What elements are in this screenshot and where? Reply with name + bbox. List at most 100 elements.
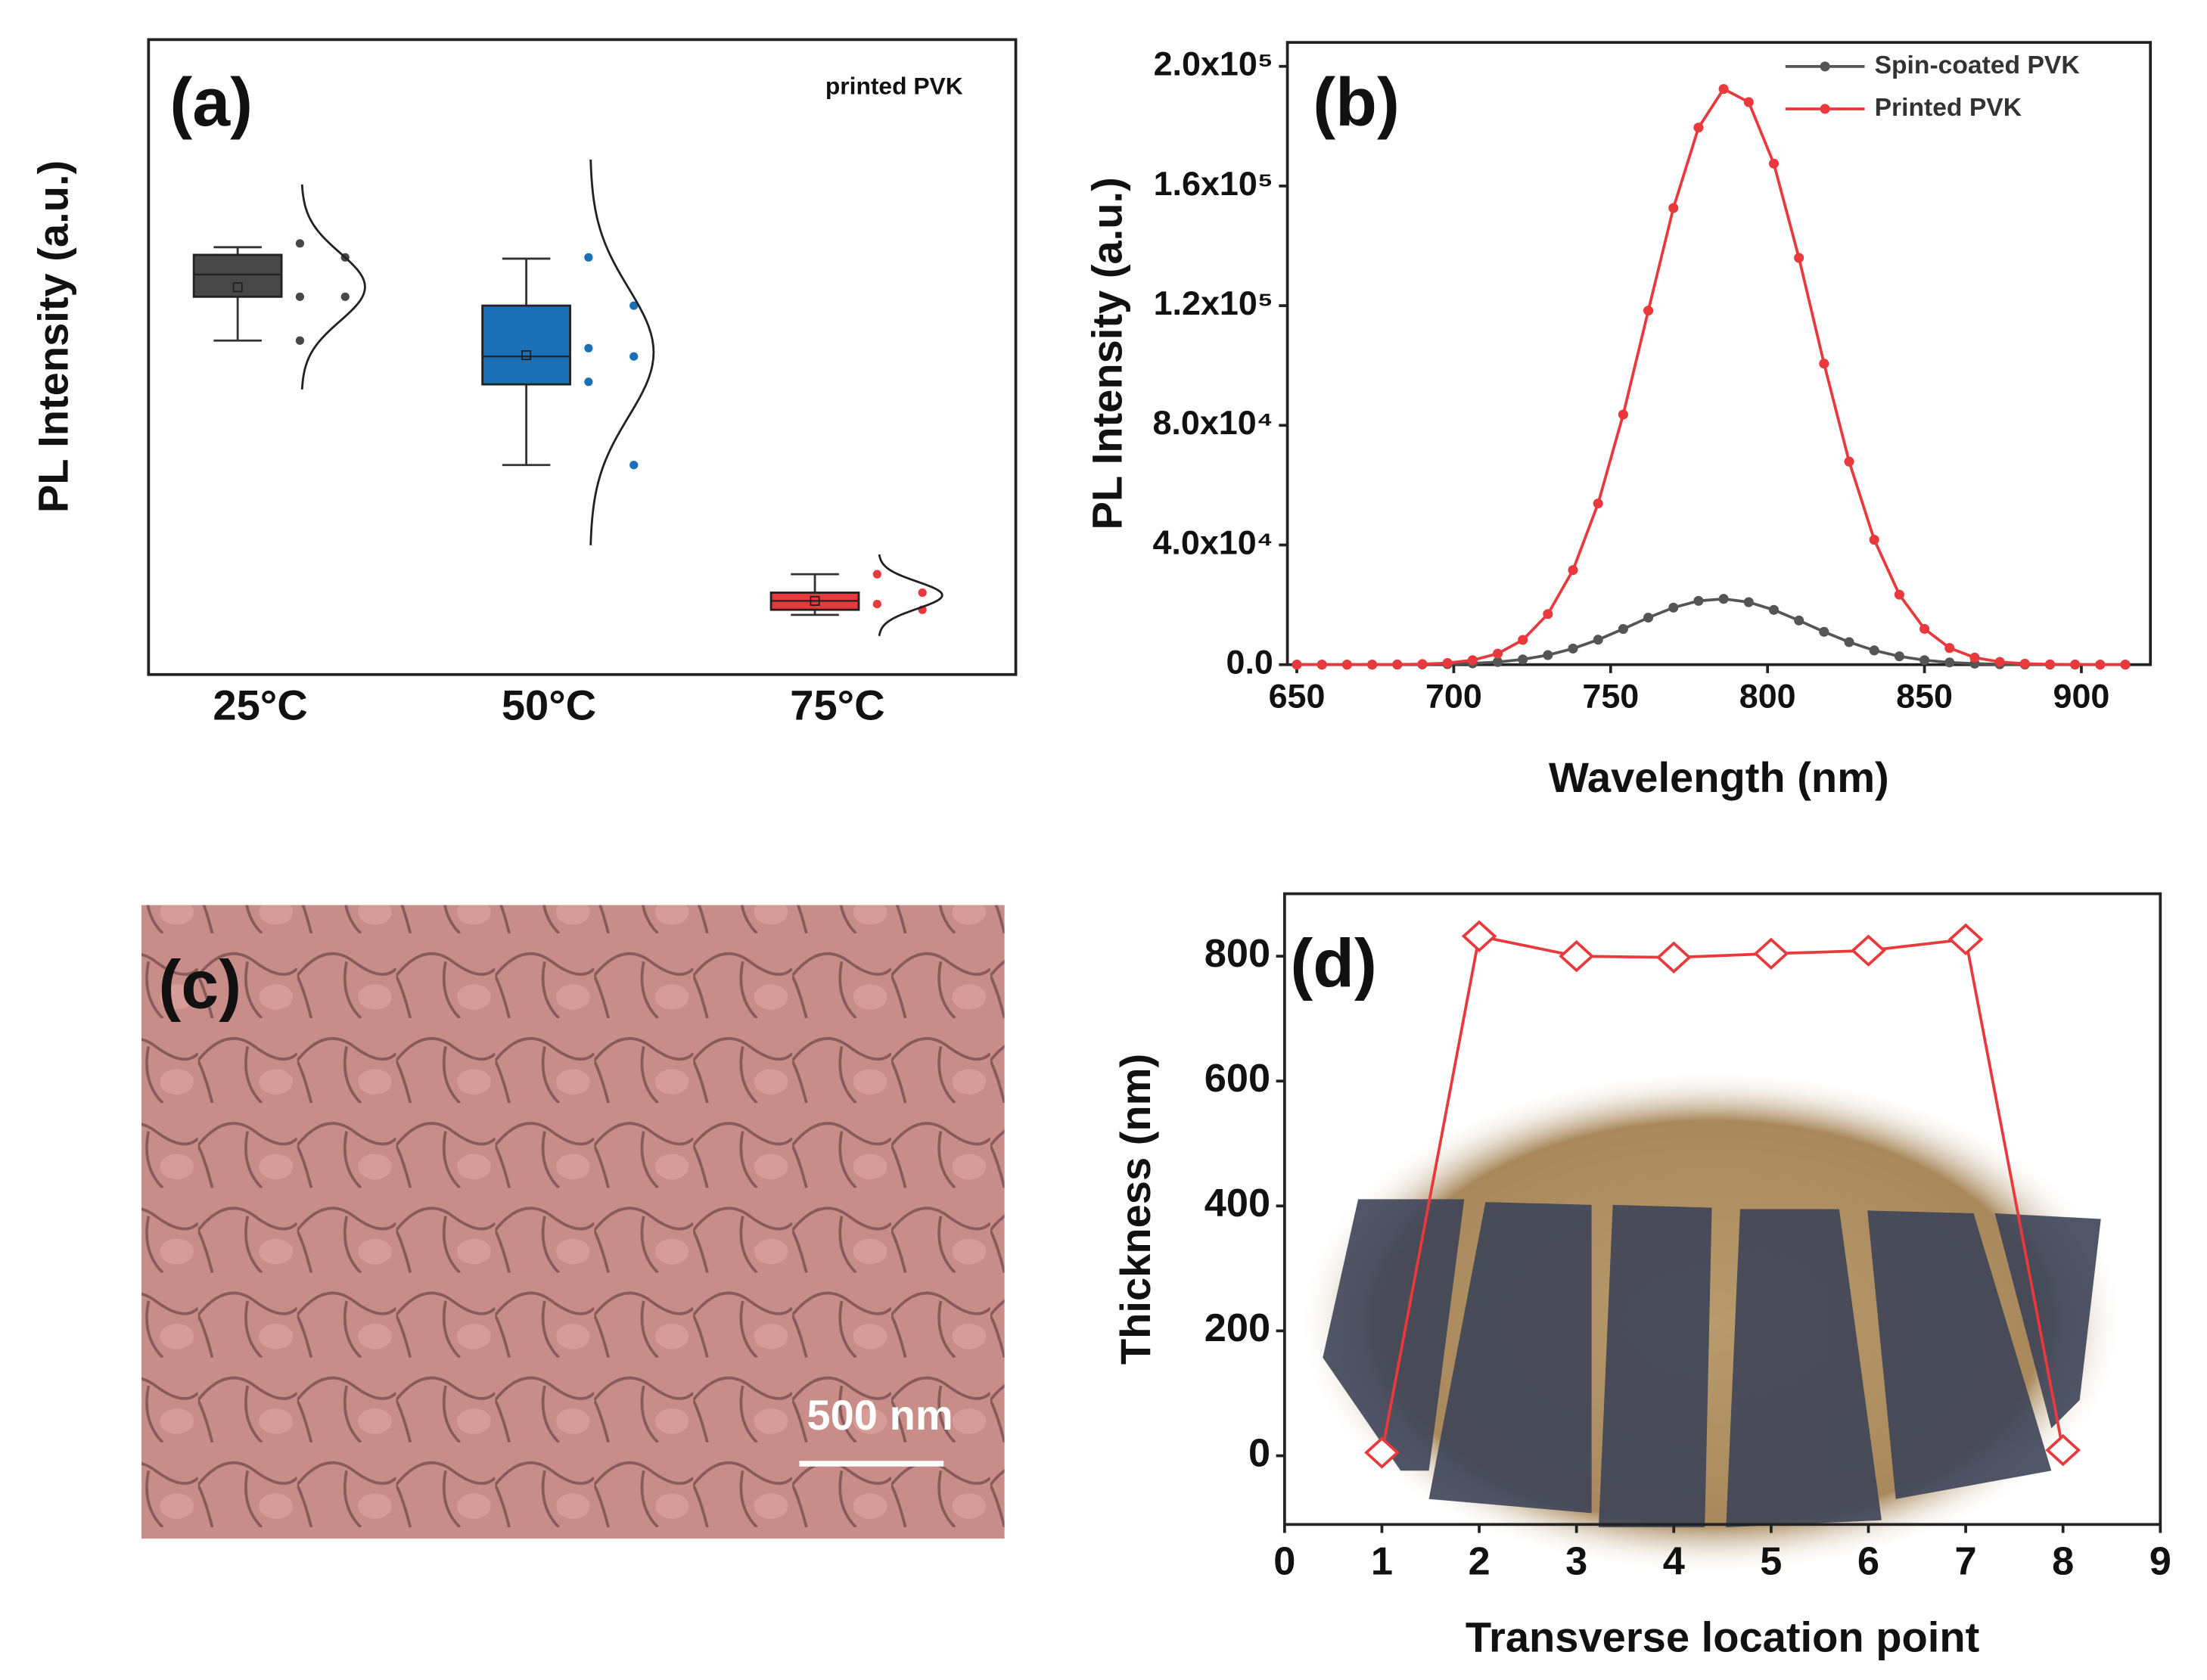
series-line <box>1297 87 2126 666</box>
marker <box>1655 941 1692 974</box>
y-tick-label: 8.0x10⁴ <box>1152 403 1273 442</box>
mean <box>810 595 820 606</box>
marker <box>1693 595 1704 606</box>
marker <box>1668 602 1679 613</box>
marker <box>1819 359 1829 369</box>
marker <box>1461 920 1497 952</box>
y-tick-label: 4.0x10⁴ <box>1152 523 1273 561</box>
marker <box>1618 409 1628 420</box>
marker <box>1442 657 1453 669</box>
marker <box>1593 498 1603 509</box>
marker <box>1392 659 1403 669</box>
point <box>295 292 305 301</box>
marker <box>1643 613 1654 623</box>
marker <box>1518 654 1528 665</box>
marker <box>2045 1433 2081 1467</box>
plot-frame <box>147 38 1018 676</box>
x-tick-label: 700 <box>1425 676 1482 715</box>
marker <box>1743 597 1754 607</box>
marker <box>1364 1436 1400 1469</box>
density-curve <box>878 554 943 636</box>
marker <box>1367 660 1378 670</box>
marker <box>1693 123 1704 133</box>
y-axis-label: Thickness (nm) <box>1111 1054 1159 1365</box>
scale-bar-label: 500 nm <box>807 1391 953 1439</box>
point <box>872 599 881 609</box>
point <box>295 239 305 248</box>
point <box>629 352 639 361</box>
marker <box>1768 604 1780 615</box>
point <box>629 461 639 470</box>
annotation: printed PVK <box>825 72 963 99</box>
marker <box>1568 565 1578 576</box>
point <box>584 253 593 262</box>
plot-frame <box>1285 41 2153 666</box>
x-tick-label: 4 <box>1663 1540 1685 1584</box>
marker <box>1341 660 1352 670</box>
y-tick-label: 1.2x10⁵ <box>1154 284 1273 322</box>
marker <box>1292 660 1302 670</box>
marker <box>1869 535 1879 545</box>
panel-label: (c) <box>158 947 241 1023</box>
box <box>481 304 571 386</box>
series-line <box>1380 934 2065 1453</box>
marker <box>1753 937 1789 970</box>
sample-photo <box>1298 1070 2125 1574</box>
marker <box>1618 623 1628 635</box>
y-tick-label: 0 <box>1248 1431 1270 1475</box>
y-tick-label: 400 <box>1205 1182 1270 1225</box>
x-tick-label: 5 <box>1760 1540 1782 1584</box>
plot-frame <box>1282 892 2162 1526</box>
marker <box>1794 615 1804 626</box>
marker <box>1869 645 1879 656</box>
marker <box>1492 657 1503 667</box>
marker <box>1851 934 1886 967</box>
marker <box>1844 456 1854 467</box>
marker <box>1543 609 1553 620</box>
marker <box>1844 637 1854 647</box>
marker <box>1559 939 1595 973</box>
x-tick-label: 8 <box>2052 1540 2074 1584</box>
marker <box>1743 97 1754 107</box>
marker <box>1994 657 2005 667</box>
legend-marker <box>1820 104 1830 114</box>
point <box>918 588 927 598</box>
marker <box>1593 635 1603 645</box>
panel-label: (b) <box>1313 65 1400 141</box>
x-tick-label: 900 <box>2053 676 2110 715</box>
point <box>584 343 593 352</box>
y-tick-label: 2.0x10⁵ <box>1154 45 1273 83</box>
point <box>872 570 881 579</box>
point <box>295 336 305 345</box>
marker <box>1668 203 1679 213</box>
x-tick-label: 0 <box>1273 1540 1295 1584</box>
marker <box>1947 923 1984 956</box>
marker <box>1718 84 1729 95</box>
marker <box>2120 660 2131 670</box>
x-tick-label: 7 <box>1955 1540 1977 1584</box>
mean <box>521 349 532 361</box>
point <box>629 301 639 310</box>
x-tick-label: 750 <box>1582 676 1639 715</box>
x-tick-label: 50°C <box>502 681 596 728</box>
density-curve <box>300 184 366 390</box>
x-tick-label: 75°C <box>790 681 884 728</box>
x-tick-label: 3 <box>1565 1540 1587 1584</box>
x-tick-label: 25°C <box>213 681 307 728</box>
marker <box>1316 660 1327 670</box>
x-tick-label: 800 <box>1739 676 1796 715</box>
marker <box>2044 659 2056 669</box>
mean <box>232 282 243 293</box>
marker <box>1894 589 1904 600</box>
y-tick-label: 0.0 <box>1226 643 1273 682</box>
x-tick-label: 9 <box>2149 1540 2171 1584</box>
y-tick-label: 800 <box>1205 932 1270 976</box>
marker <box>1568 643 1578 654</box>
marker <box>1919 623 1930 634</box>
marker <box>1969 652 1980 663</box>
x-tick-label: 1 <box>1371 1540 1393 1584</box>
x-tick-label: 2 <box>1468 1540 1490 1584</box>
y-tick-label: 200 <box>1205 1306 1270 1350</box>
sem-image <box>141 905 1005 1539</box>
